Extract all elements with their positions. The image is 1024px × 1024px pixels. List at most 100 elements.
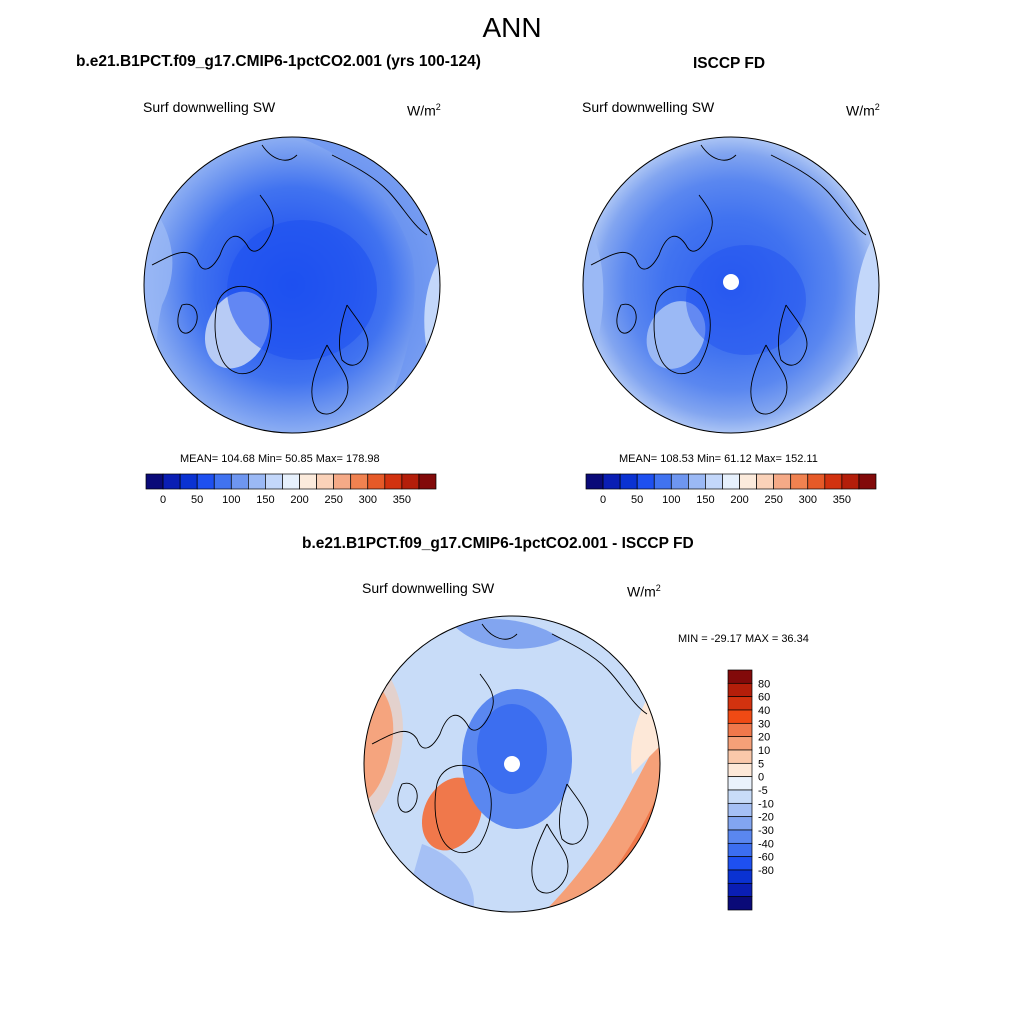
diff-colorbar-label: 20 (758, 732, 770, 744)
obs-colorbar-tick: 0 (600, 494, 606, 506)
model-colorbar-box (384, 473, 403, 490)
model-colorbar-tick: 50 (191, 494, 203, 506)
obs-region-greenland (646, 301, 706, 369)
model-coast-alaska (261, 144, 298, 161)
diff-colorbar-box (727, 669, 753, 684)
model-colorbar-box (145, 473, 164, 490)
diff-variable-label: Surf downwelling SW (362, 580, 495, 596)
diff-colorbar-box (727, 762, 753, 778)
obs-case-title: ISCCP FD (693, 55, 766, 72)
diff-colorbar-box (727, 736, 753, 751)
model-colorbar-box (179, 473, 198, 490)
diff-colorbar-box (727, 896, 753, 911)
diff-colorbar-box (727, 842, 753, 858)
diff-colorbar-label: 30 (758, 718, 770, 730)
diff-colorbar-label: -40 (758, 838, 774, 850)
diff-colorbar-label: 0 (758, 772, 764, 784)
obs-polar-map (582, 136, 880, 434)
diff-colorbar-box (727, 882, 753, 898)
model-stats: MEAN= 104.68 Min= 50.85 Max= 178.98 (180, 453, 380, 465)
diff-region-north (452, 619, 562, 649)
model-coast-scandinavia (339, 304, 369, 366)
obs-colorbar-box (807, 473, 826, 490)
obs-colorbar-box (773, 473, 792, 490)
diff-colorbar-box (727, 829, 753, 844)
diff-map-border (363, 615, 661, 913)
model-colorbar-box (316, 473, 334, 490)
obs-pole-hole (723, 274, 739, 290)
model-colorbar-tick: 0 (160, 494, 166, 506)
diff-colorbar-box (727, 802, 753, 818)
model-coast-greenland (214, 285, 272, 375)
diff-colorbar-label: -30 (758, 825, 774, 837)
model-coast-siberia (331, 154, 428, 236)
model-colorbar-box (265, 473, 283, 490)
obs-colorbar-box (602, 473, 621, 490)
obs-colorbar-tick: 50 (631, 494, 643, 506)
figure-title: ANN (482, 12, 542, 43)
diff-colorbar-label: 5 (758, 758, 764, 770)
diff-colorbar-box (727, 749, 753, 764)
diff-colorbar-label: -5 (758, 785, 768, 797)
obs-colorbar-box (756, 473, 774, 490)
diff-polar-map (363, 615, 661, 913)
model-colorbar-box (162, 473, 181, 490)
diff-region-greenland (421, 777, 483, 851)
diff-colorbar-label: 60 (758, 692, 770, 704)
diff-colorbar-box (727, 816, 753, 831)
obs-region-central (686, 245, 806, 355)
obs-colorbar-box (653, 473, 672, 490)
model-colorbar-box (196, 473, 215, 490)
obs-map-border (582, 136, 880, 434)
model-polar-map (143, 136, 441, 434)
obs-colorbar-box (841, 473, 860, 490)
obs-colorbar-box (858, 473, 877, 490)
model-colorbar-box (299, 473, 317, 490)
model-colorbar-tick: 300 (359, 494, 377, 506)
diff-colorbar-label: -60 (758, 852, 774, 864)
diff-stats: MIN = -29.17 MAX = 36.34 (678, 633, 809, 645)
obs-units-label: W/m2 (846, 102, 880, 119)
diff-region-central-core (477, 704, 547, 794)
diff-units-label: W/m2 (627, 583, 661, 600)
diff-colorbar-label: 80 (758, 678, 770, 690)
obs-colorbar-tick: 200 (730, 494, 748, 506)
obs-colorbar-box (739, 473, 757, 490)
model-colorbar-tick: 200 (290, 494, 308, 506)
model-colorbar-box (418, 473, 437, 490)
obs-colorbar-box (670, 473, 689, 490)
model-colorbar-box (401, 473, 420, 490)
obs-colorbar-box (824, 473, 843, 490)
model-coast-europe (311, 344, 349, 415)
obs-colorbar-tick: 150 (696, 494, 714, 506)
obs-colorbar-tick: 100 (662, 494, 680, 506)
diff-colorbar-label: 40 (758, 705, 770, 717)
diff-colorbar-label: -80 (758, 865, 774, 877)
obs-colorbar-tick: 350 (833, 494, 851, 506)
diff-colorbar-box (727, 869, 753, 884)
diff-colorbar-box (727, 722, 753, 738)
model-colorbar-box (248, 473, 266, 490)
obs-colorbar-box (688, 473, 706, 490)
diff-colorbar-box (727, 696, 753, 711)
obs-variable-label: Surf downwelling SW (582, 99, 715, 115)
model-colorbar-box (367, 473, 386, 490)
diff-colorbar-box (727, 682, 753, 698)
obs-colorbar-box (722, 473, 740, 490)
diff-case-title: b.e21.B1PCT.f09_g17.CMIP6-1pctCO2.001 - … (302, 535, 694, 552)
model-colorbar-box (333, 473, 352, 490)
model-region-atlantic (292, 137, 440, 433)
model-coast-hudson (177, 303, 198, 334)
model-map-border (143, 136, 441, 434)
model-colorbar-tick: 250 (324, 494, 342, 506)
model-colorbar-tick: 350 (393, 494, 411, 506)
obs-colorbar-box (790, 473, 809, 490)
model-region-central (227, 220, 377, 360)
model-colorbar-tick: 100 (222, 494, 240, 506)
diff-colorbar-label: -20 (758, 812, 774, 824)
model-colorbar: 0 50 100 150 200 250 300 350 (145, 473, 437, 506)
model-variable-label: Surf downwelling SW (143, 99, 276, 115)
diff-colorbar-box (727, 856, 753, 871)
obs-colorbar: 0 50 100 150 200 250 300 350 (585, 473, 877, 506)
obs-stats: MEAN= 108.53 Min= 61.12 Max= 152.11 (619, 453, 818, 465)
